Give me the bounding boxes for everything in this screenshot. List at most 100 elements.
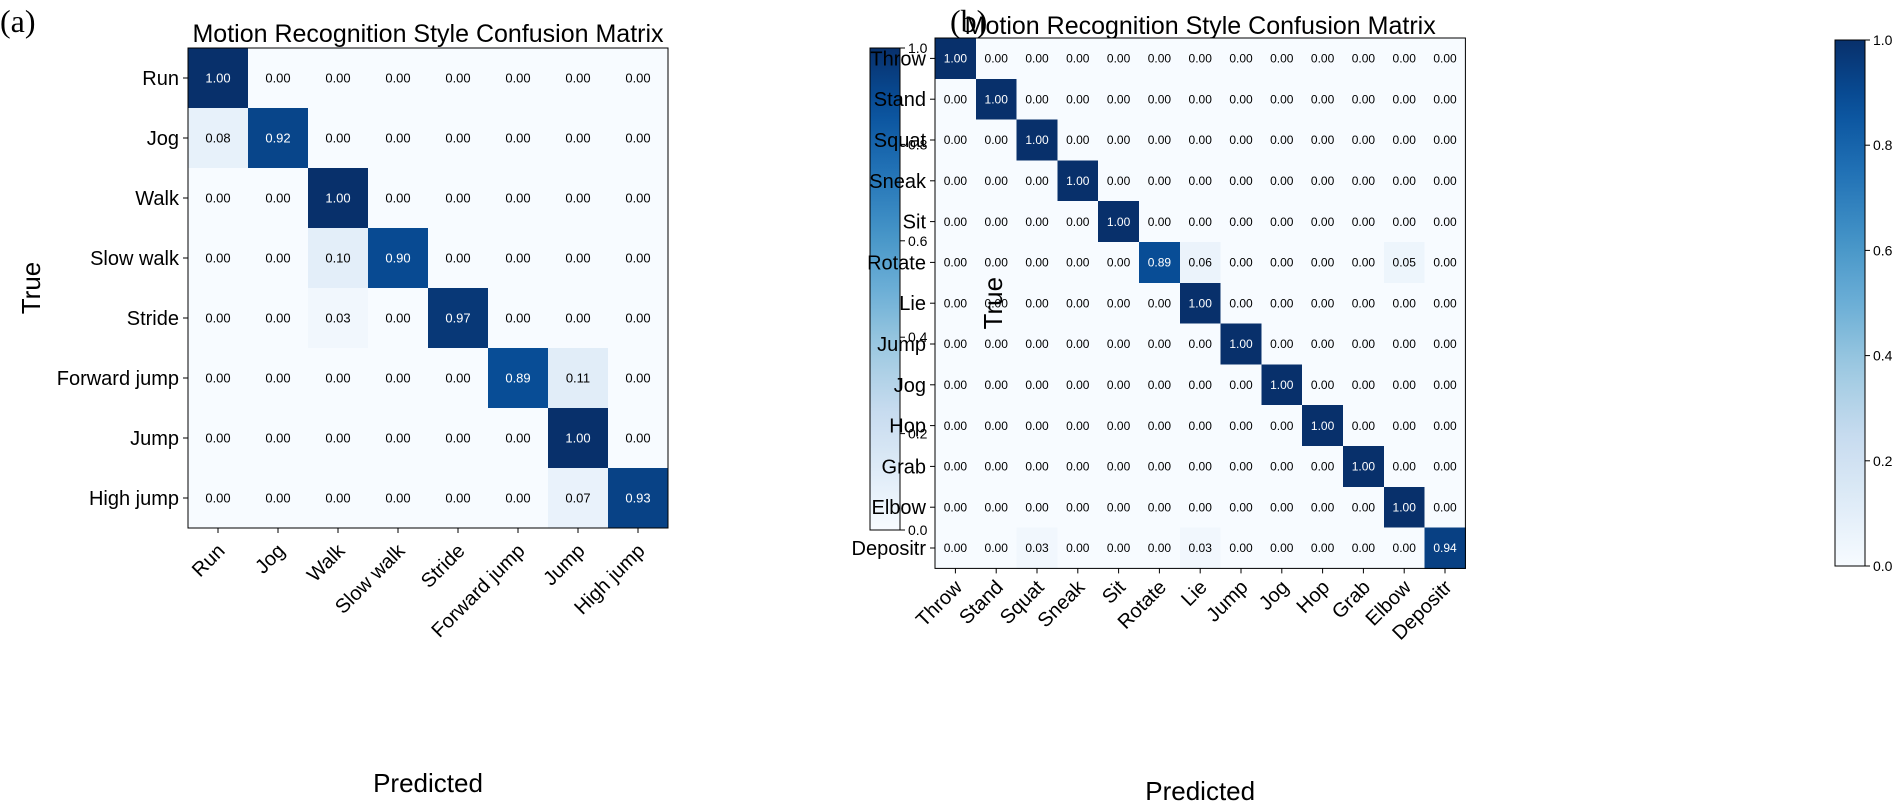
heatmap-cell: [1220, 282, 1262, 325]
cell-value-label: 0.00: [325, 491, 350, 506]
heatmap-cell: [308, 468, 369, 529]
cell-value-label: 0.00: [1025, 92, 1049, 106]
cell-value-label: 0.00: [1229, 174, 1253, 188]
cell-value-label: 0.00: [1311, 500, 1335, 514]
cell-value-label: 0.00: [1066, 256, 1090, 270]
heatmap-cell: [1220, 119, 1262, 161]
heatmap-cell: [188, 168, 249, 229]
heatmap-cell: [1220, 323, 1262, 365]
heatmap-cell: [428, 408, 489, 469]
cell-value-label: 0.00: [565, 131, 590, 146]
x-tick-label: Stride: [417, 540, 470, 593]
heatmap-cell: [428, 168, 489, 229]
heatmap-cell: [428, 468, 489, 529]
y-tick-label: Sit: [903, 212, 927, 234]
heatmap-cell: [1179, 486, 1222, 529]
heatmap-cell: [1220, 160, 1262, 202]
heatmap-cell: [1424, 486, 1466, 529]
y-tick-label: Jump: [130, 428, 179, 450]
cell-value-label: 0.00: [1311, 541, 1335, 555]
y-tick-label: Slow walk: [90, 248, 180, 270]
heatmap-cell: [368, 108, 429, 169]
heatmap-cell: [935, 405, 977, 447]
heatmap-cell: [935, 527, 977, 569]
heatmap-cell: [1424, 201, 1466, 243]
y-tick-label: Walk: [135, 188, 180, 210]
cell-value-label: 0.00: [944, 174, 968, 188]
cell-value-label: 0.89: [1148, 256, 1172, 270]
heatmap-cell: [975, 38, 1018, 80]
x-tick-label: Jog: [251, 540, 289, 578]
cell-value-label: 0.00: [1189, 92, 1213, 106]
cell-value-label: 0.00: [944, 337, 968, 351]
cell-value-label: 0.00: [1066, 541, 1090, 555]
heatmap-cell: [308, 408, 369, 469]
heatmap-cell: [608, 288, 669, 349]
y-tick-label: Elbow: [872, 497, 927, 519]
heatmap-cell: [975, 364, 1018, 406]
cell-value-label: 0.00: [1393, 337, 1417, 351]
cell-value-label: 0.08: [205, 131, 230, 146]
heatmap-cell: [1261, 201, 1303, 243]
cell-value-label: 1.00: [1066, 174, 1090, 188]
cell-value-label: 0.00: [1066, 337, 1090, 351]
heatmap-cell: [1179, 527, 1222, 569]
cell-value-label: 0.00: [1311, 256, 1335, 270]
cell-value-label: 0.00: [1352, 541, 1376, 555]
heatmap-cell: [1302, 119, 1344, 161]
x-tick-label: Sit: [1098, 576, 1130, 608]
y-tick-label: High jump: [89, 488, 179, 510]
cell-value-label: 0.00: [1025, 419, 1049, 433]
cell-value-label: 0.00: [265, 371, 290, 386]
cell-value-label: 1.00: [1229, 337, 1253, 351]
heatmap-cell: [935, 242, 977, 284]
heatmap-cell: [1220, 527, 1262, 569]
cell-value-label: 0.00: [1229, 133, 1253, 147]
heatmap-cell: [308, 348, 369, 409]
heatmap-cell: [608, 228, 669, 289]
cell-value-label: 0.00: [325, 371, 350, 386]
cell-value-label: 0.00: [1433, 215, 1457, 229]
heatmap-cell: [1098, 486, 1140, 529]
heatmap-cell: [1220, 486, 1262, 529]
heatmap-cell: [1016, 527, 1058, 569]
cell-value-label: 0.00: [1066, 215, 1090, 229]
cell-value-label: 0.00: [1393, 133, 1417, 147]
cell-value-label: 0.00: [1189, 174, 1213, 188]
heatmap-cell: [975, 78, 1018, 121]
cell-value-label: 0.00: [1311, 215, 1335, 229]
heatmap-cell: [1179, 242, 1222, 284]
cell-value-label: 0.00: [385, 131, 410, 146]
cell-value-label: 0.00: [1393, 92, 1417, 106]
heatmap-cell: [1383, 486, 1426, 529]
heatmap-cell: [975, 282, 1018, 325]
heatmap-cell: [1179, 160, 1222, 202]
cell-value-label: 0.03: [1189, 541, 1213, 555]
heatmap-cell: [1261, 160, 1303, 202]
heatmap-cell: [975, 486, 1018, 529]
cell-value-label: 0.00: [1433, 133, 1457, 147]
colorbar-tick-label: 0.6: [908, 233, 928, 249]
cell-value-label: 0.00: [625, 371, 650, 386]
heatmap-cell: [1302, 282, 1344, 325]
heatmap-cell: [1424, 119, 1466, 161]
heatmap-cell: [248, 228, 309, 289]
cell-value-label: 0.00: [1352, 500, 1376, 514]
heatmap-cell: [1139, 486, 1181, 529]
heatmap-cell: [1016, 323, 1058, 365]
y-tick-label: Run: [142, 68, 179, 90]
cell-value-label: 0.00: [1229, 92, 1253, 106]
cell-value-label: 0.00: [1311, 460, 1335, 474]
cell-value-label: 0.00: [944, 419, 968, 433]
heatmap-cell: [1139, 446, 1181, 488]
cell-value-label: 0.00: [1352, 174, 1376, 188]
heatmap-cell: [248, 288, 309, 349]
cell-value-label: 0.00: [1148, 52, 1172, 66]
cell-value-label: 0.00: [1393, 52, 1417, 66]
cell-value-label: 0.00: [1107, 52, 1131, 66]
heatmap-cell: [1261, 119, 1303, 161]
cell-value-label: 1.00: [1025, 133, 1049, 147]
cell-value-label: 0.00: [1229, 541, 1253, 555]
heatmap-cell: [1179, 38, 1222, 80]
cell-value-label: 0.00: [1393, 419, 1417, 433]
